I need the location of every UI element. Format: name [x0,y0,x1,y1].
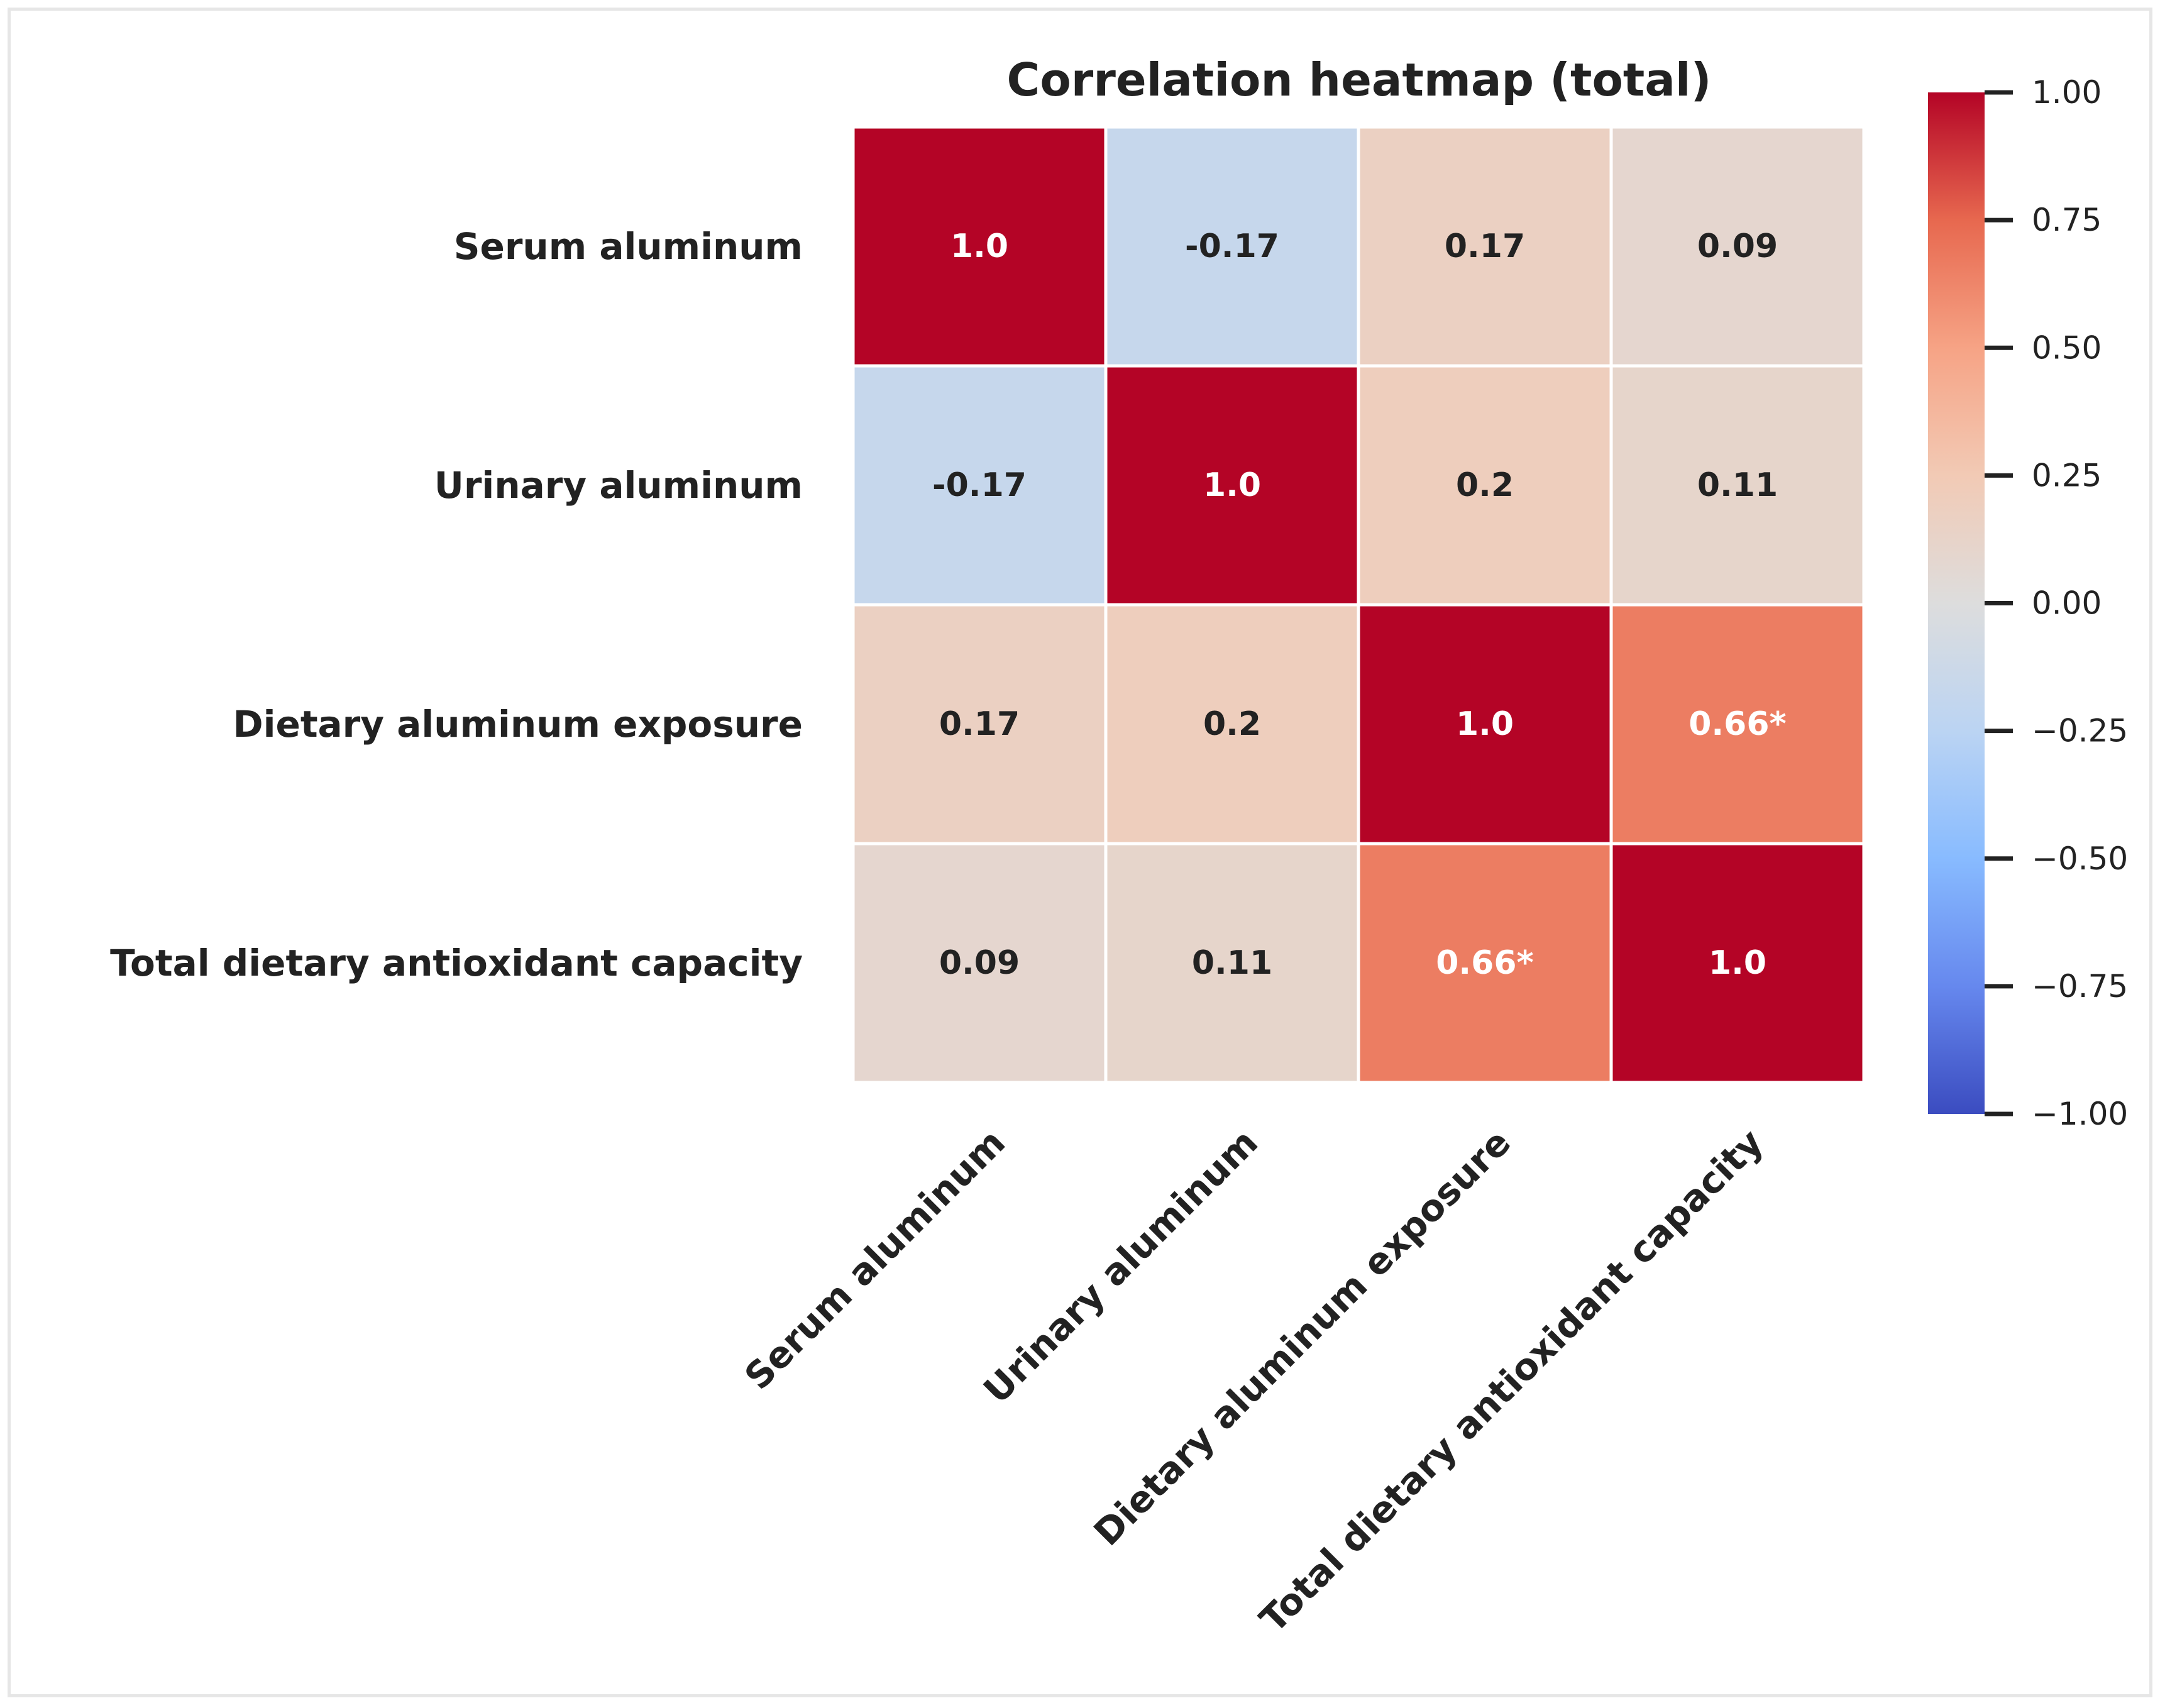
colorbar-tick-label: 0.00 [2032,585,2102,622]
heatmap-cell [1104,364,1360,607]
colorbar-tick-label: 0.75 [2032,202,2102,238]
colorbar-tick-label: −0.75 [2032,968,2128,1005]
x-tick-label: Total dietary antioxidant capacity [1252,1121,1771,1641]
cell-value-label: 0.09 [939,944,1020,982]
heatmap-cell [1609,364,1866,607]
cell-value-label: 0.09 [1697,228,1778,265]
colorbar-tick-label: 0.50 [2032,329,2102,366]
heatmap-cell [851,842,1108,1084]
heatmap-cell [1104,842,1360,1084]
cell-value-label: 0.11 [1192,944,1272,982]
cell-value-label: 0.11 [1697,466,1778,504]
colorbar: 1.00 0.75 0.50 0.25 0.00 −0.25 −0.50 −0.75 −1.00 [1928,74,2128,1132]
cell-value-label: 0.2 [1456,466,1514,504]
y-axis-labels: Serum aluminum Urinary aluminum Dietary al… [110,225,803,984]
heatmap-cell [851,125,1108,368]
y-tick-label: Urinary aluminum [434,464,803,507]
cell-value-label: 0.17 [1445,228,1525,265]
heatmap-cell [1104,603,1360,846]
cell-value-label: 0.2 [1203,705,1261,743]
heatmap-cells: 1.0 -0.17 0.17 0.09 -0.17 1.0 0.2 0.11 0.17 0.2 1.… [851,125,1866,1084]
x-tick-label: Serum aluminum [736,1121,1013,1398]
heatmap-cell [1609,125,1866,368]
y-tick-label: Total dietary antioxidant capacity [110,942,803,984]
colorbar-tick-label: 1.00 [2032,74,2102,111]
heatmap-cell [1609,603,1866,846]
colorbar-gradient [1928,92,1985,1114]
cell-value-label: 0.66* [1436,944,1534,982]
colorbar-tick-label: 0.25 [2032,457,2102,493]
heatmap-cell [1104,125,1360,368]
figure-frame: Correlation heatmap (total) 1.0 -0.17 0.17… [8,8,2152,1697]
cell-value-label: 1.0 [1203,466,1261,504]
heatmap-cell [1357,125,1613,368]
colorbar-tick-label: −1.00 [2032,1096,2128,1132]
cell-value-label: 1.0 [1709,944,1766,982]
y-tick-label: Serum aluminum [454,225,803,268]
x-tick-label: Dietary aluminum exposure [1086,1121,1519,1554]
cell-value-label: 0.66* [1688,705,1787,743]
y-tick-label: Dietary aluminum exposure [233,703,803,746]
heatmap-cell [851,364,1108,607]
cell-value-label: 0.17 [939,705,1020,743]
cell-value-label: -0.17 [932,466,1027,504]
cell-value-label: -0.17 [1185,228,1279,265]
chart-title: Correlation heatmap (total) [1007,53,1712,106]
x-tick-label: Urinary aluminum [975,1121,1266,1412]
cell-value-label: 1.0 [950,228,1008,265]
correlation-heatmap: Correlation heatmap (total) 1.0 -0.17 0.17… [110,53,2128,1641]
cell-value-label: 1.0 [1456,705,1514,743]
colorbar-tick-label: −0.50 [2032,840,2128,877]
heatmap-cell [1609,842,1866,1084]
colorbar-tick-label: −0.25 [2032,713,2128,749]
